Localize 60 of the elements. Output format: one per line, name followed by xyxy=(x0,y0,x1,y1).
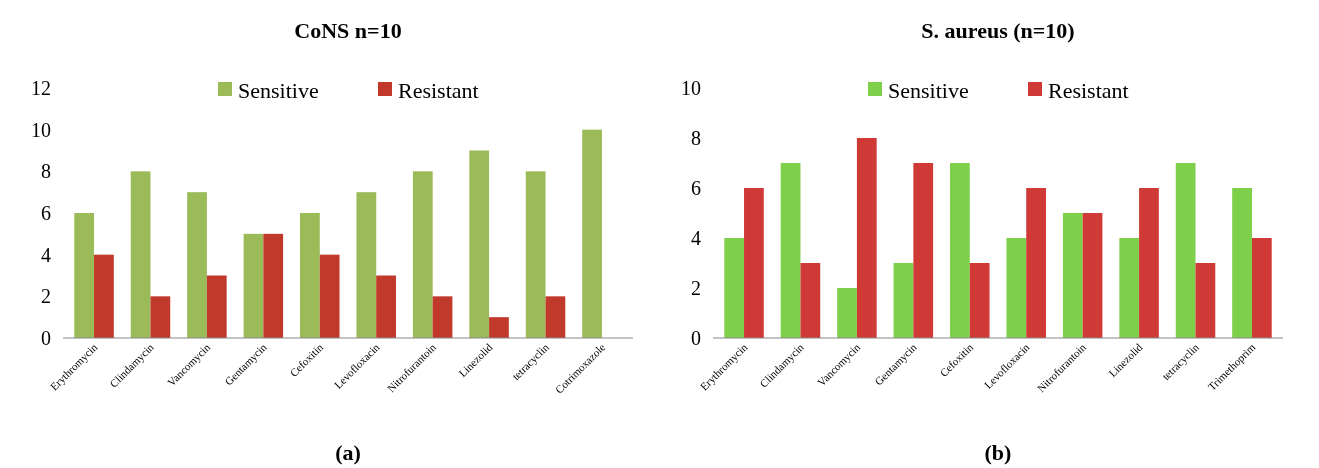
chart-title: S. aureus (n=10) xyxy=(921,18,1075,43)
bar xyxy=(969,263,990,338)
bar xyxy=(1195,263,1216,338)
y-tick-label: 0 xyxy=(691,327,701,349)
legend-label: Sensitive xyxy=(238,77,319,103)
bar xyxy=(206,275,227,338)
y-tick-label: 4 xyxy=(41,243,51,266)
bar xyxy=(1062,213,1083,338)
y-tick-label: 8 xyxy=(41,160,51,183)
bar xyxy=(950,163,970,338)
bar xyxy=(94,254,114,338)
y-tick-label: 2 xyxy=(691,277,701,299)
bar xyxy=(356,192,377,338)
bar xyxy=(1119,238,1140,338)
bar xyxy=(1232,188,1252,338)
bar xyxy=(1006,238,1027,338)
bar xyxy=(780,163,801,338)
bar xyxy=(263,233,284,338)
y-tick-label: 2 xyxy=(41,285,51,308)
legend-label: Sensitive xyxy=(888,77,969,103)
bar xyxy=(187,192,207,338)
y-tick-label: 10 xyxy=(31,118,51,141)
bar xyxy=(130,171,151,338)
y-tick-label: 0 xyxy=(41,327,51,349)
text: (a) xyxy=(335,440,361,465)
bar xyxy=(1082,213,1103,338)
bar xyxy=(243,233,264,338)
bar xyxy=(525,171,546,338)
bar xyxy=(489,317,509,338)
bar xyxy=(150,296,171,338)
bar xyxy=(545,296,566,338)
y-tick-label: 4 xyxy=(691,227,701,249)
legend-label: Resistant xyxy=(1048,77,1129,103)
legend-label: Resistant xyxy=(398,77,479,103)
text: (b) xyxy=(984,440,1012,465)
bar xyxy=(1251,238,1272,338)
bar xyxy=(74,213,95,338)
y-tick-label: 8 xyxy=(691,127,701,149)
bar xyxy=(1139,188,1159,338)
bar xyxy=(744,188,764,338)
y-tick-label: 10 xyxy=(681,77,701,99)
bar xyxy=(1026,188,1046,338)
bar xyxy=(856,138,877,338)
bar xyxy=(1175,163,1196,338)
bar xyxy=(913,163,934,338)
y-tick-label: 6 xyxy=(691,177,701,199)
bar xyxy=(300,213,320,338)
bar xyxy=(893,263,914,338)
bar xyxy=(800,263,821,338)
bar xyxy=(432,296,453,338)
bar xyxy=(469,150,490,338)
bar xyxy=(837,288,857,338)
bar xyxy=(319,254,340,338)
y-tick-label: 12 xyxy=(31,77,51,99)
y-tick-label: 6 xyxy=(41,202,51,224)
bar xyxy=(724,238,745,338)
bar xyxy=(582,129,602,338)
chart-title: CoNS n=10 xyxy=(294,18,402,43)
bar xyxy=(412,171,433,338)
bar xyxy=(376,275,396,338)
